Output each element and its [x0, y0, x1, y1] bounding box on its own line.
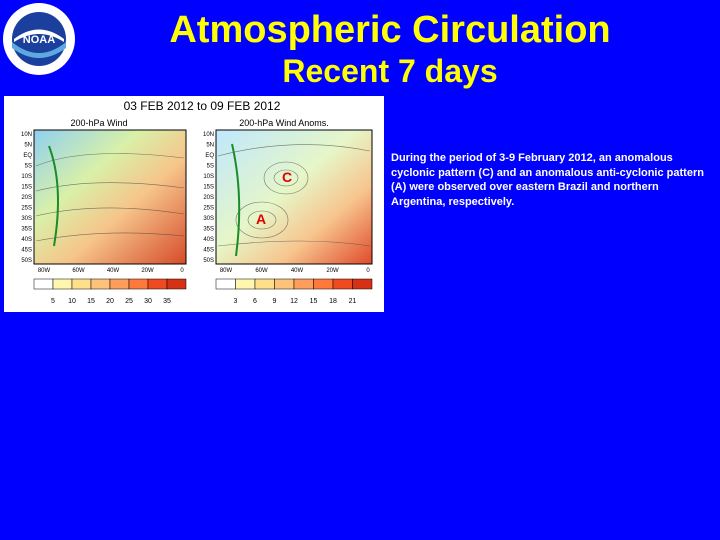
left-colorbar-segment: [109, 278, 130, 290]
left-lat-label: 45S: [21, 248, 32, 254]
left-colorbar-label: 35: [163, 298, 171, 305]
right-colorbar-label: 18: [329, 298, 337, 305]
anticyclonic-marker: A: [256, 211, 266, 227]
right-lat-label: 30S: [203, 216, 214, 222]
left-lat-label: 20S: [21, 195, 32, 201]
right-lat-label: 10S: [203, 174, 214, 180]
left-colorbar-label: 30: [144, 298, 152, 305]
left-colorbar-segment: [147, 278, 168, 290]
right-lat-label: 25S: [203, 206, 214, 212]
right-lat-label: 5S: [207, 164, 214, 170]
right-lon-label: 60W: [255, 268, 268, 274]
left-lon-label: 40W: [107, 268, 120, 274]
noaa-logo: NOAA: [2, 2, 76, 76]
left-colorbar-segment: [166, 278, 187, 290]
right-colorbar-segment: [215, 278, 236, 290]
right-lat-label: 10N: [203, 132, 214, 138]
right-panel-title: 200-hPa Wind Anoms.: [239, 118, 329, 128]
right-lat-label: 15S: [203, 185, 214, 191]
page-subtitle: Recent 7 days: [282, 53, 498, 89]
right-lat-label: 40S: [203, 237, 214, 243]
right-lon-label: 40W: [291, 268, 304, 274]
right-colorbar-segment: [293, 278, 314, 290]
left-lat-label: 5N: [24, 143, 32, 149]
right-colorbar-segment: [254, 278, 275, 290]
right-lat-label: 45S: [203, 248, 214, 254]
right-lat-label: 5N: [206, 143, 214, 149]
left-lat-label: 15S: [21, 185, 32, 191]
left-lat-label: 25S: [21, 206, 32, 212]
left-colorbar-label: 5: [51, 298, 55, 305]
right-lon-label: 20W: [326, 268, 339, 274]
logo-text: NOAA: [23, 34, 55, 46]
right-colorbar-segment: [332, 278, 353, 290]
left-panel-title: 200-hPa Wind: [70, 118, 127, 128]
left-lat-label: 50S: [21, 258, 32, 264]
left-lat-label: EQ: [23, 153, 32, 159]
right-lat-label: 50S: [203, 258, 214, 264]
right-colorbar-segment: [235, 278, 256, 290]
description-text: During the period of 3-9 February 2012, …: [391, 152, 704, 208]
right-lat-label: EQ: [205, 153, 214, 159]
right-lon-label: 0: [366, 268, 370, 274]
left-colorbar-segment: [71, 278, 92, 290]
left-lat-label: 40S: [21, 237, 32, 243]
right-colorbar-label: 15: [310, 298, 318, 305]
left-lon-label: 20W: [141, 268, 154, 274]
right-colorbar-label: 6: [253, 298, 257, 305]
wind-maps-figure: 03 FEB 2012 to 09 FEB 2012 200-hPa Wind …: [4, 96, 384, 312]
page-title: Atmospheric Circulation: [169, 9, 611, 51]
right-colorbar-label: 21: [349, 298, 357, 305]
left-lat-label: 10S: [21, 174, 32, 180]
right-colorbar-label: 12: [290, 298, 298, 305]
right-lat-label: 35S: [203, 227, 214, 233]
left-colorbar-segment: [33, 278, 54, 290]
left-colorbar-segment: [52, 278, 73, 290]
left-colorbar-segment: [90, 278, 111, 290]
right-lon-label: 80W: [220, 268, 233, 274]
left-lon-label: 0: [180, 268, 184, 274]
left-colorbar-label: 15: [87, 298, 95, 305]
left-lon-label: 60W: [72, 268, 85, 274]
left-lat-label: 35S: [21, 227, 32, 233]
date-range: 03 FEB 2012 to 09 FEB 2012: [124, 99, 281, 113]
right-map: [215, 129, 373, 265]
left-lat-label: 5S: [25, 164, 32, 170]
cyclonic-marker: C: [282, 169, 292, 185]
left-lat-label: 30S: [21, 216, 32, 222]
left-lon-label: 80W: [38, 268, 51, 274]
right-colorbar-segment: [352, 278, 373, 290]
left-colorbar-label: 20: [106, 298, 114, 305]
left-colorbar-label: 25: [125, 298, 133, 305]
right-colorbar-segment: [313, 278, 334, 290]
left-colorbar-segment: [128, 278, 149, 290]
right-colorbar-label: 9: [273, 298, 277, 305]
left-lat-label: 10N: [21, 132, 32, 138]
left-map: [33, 129, 187, 265]
right-colorbar-label: 3: [234, 298, 238, 305]
right-colorbar-segment: [274, 278, 295, 290]
right-lat-label: 20S: [203, 195, 214, 201]
left-colorbar-label: 10: [68, 298, 76, 305]
